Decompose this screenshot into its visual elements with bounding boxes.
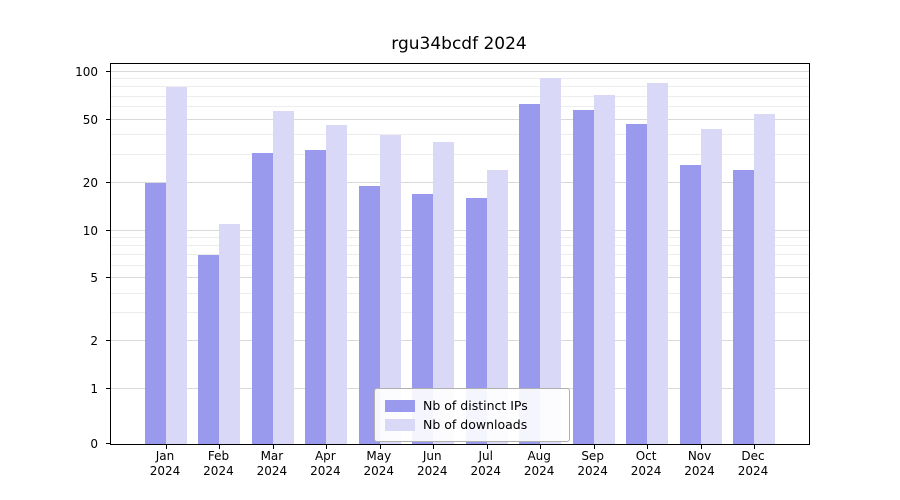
legend: Nb of distinct IPs Nb of downloads xyxy=(374,388,570,442)
x-tick-label-mar: Mar 2024 xyxy=(256,449,288,478)
gridline-minor xyxy=(111,244,809,246)
bar-nb-of-downloads-nov xyxy=(700,128,722,444)
x-tick-mark xyxy=(326,444,328,449)
y-tick-label: 0 xyxy=(90,437,98,451)
bar-nb-of-downloads-may xyxy=(379,135,401,444)
x-tick-mark xyxy=(754,444,755,449)
x-tick-label-sep: Sep 2024 xyxy=(577,449,608,478)
bar-nb-of-distinct-ips-may xyxy=(358,186,380,444)
bar-nb-of-downloads-sep xyxy=(593,94,615,444)
legend-label-downloads: Nb of downloads xyxy=(423,417,528,432)
plot-area: Nb of distinct IPs Nb of downloads xyxy=(106,63,810,449)
legend-swatch-distinct-ips xyxy=(385,399,415,412)
bar-nb-of-distinct-ips-apr xyxy=(305,150,327,444)
gridline-minor xyxy=(111,236,809,238)
bar-nb-of-downloads-aug xyxy=(540,77,562,444)
x-tick-mark xyxy=(219,444,221,449)
x-tick-label-feb: Feb 2024 xyxy=(203,449,234,478)
bar-nb-of-distinct-ips-oct xyxy=(626,123,648,444)
gridline-major xyxy=(111,277,809,279)
x-axis-labels: Jan 2024 Feb 2024 Mar 2024 Apr 2024 May 2024 Jun 20… xyxy=(110,449,808,485)
chart-title: rgu34bcdf 2024 xyxy=(391,34,527,54)
bar-nb-of-distinct-ips-feb xyxy=(198,255,220,444)
x-tick-mark xyxy=(433,444,435,449)
y-tick-mark xyxy=(106,443,111,444)
gridline-minor xyxy=(111,312,809,314)
gridline-minor xyxy=(111,95,809,97)
bar-nb-of-downloads-oct xyxy=(647,83,669,444)
bar-nb-of-downloads-feb xyxy=(219,223,241,444)
x-tick-label-jul: Jul 2024 xyxy=(470,449,501,478)
x-tick-mark xyxy=(379,444,381,449)
gridline-minor xyxy=(111,153,809,155)
x-tick-mark xyxy=(593,444,595,449)
x-tick-label-aug: Aug 2024 xyxy=(523,449,555,478)
gridline-major xyxy=(111,118,809,120)
gridline-major xyxy=(111,229,809,231)
gridline-major xyxy=(111,71,809,72)
y-tick-label: 50 xyxy=(82,112,98,127)
gridline-major xyxy=(111,340,809,342)
x-tick-label-may: May 2024 xyxy=(363,449,395,478)
x-tick-mark xyxy=(486,444,488,449)
bar-nb-of-distinct-ips-jan xyxy=(145,182,166,444)
bar-nb-of-downloads-jul xyxy=(486,170,508,444)
legend-item-downloads: Nb of downloads xyxy=(385,415,559,434)
y-tick-label: 2 xyxy=(90,334,98,349)
legend-item-distinct-ips: Nb of distinct IPs xyxy=(385,396,559,415)
x-tick-label-jun: Jun 2024 xyxy=(416,449,448,478)
gridline-minor xyxy=(111,292,809,294)
x-tick-mark xyxy=(540,444,542,449)
y-tick-mark xyxy=(106,118,111,120)
gridline-minor xyxy=(111,106,809,108)
gridline-minor xyxy=(111,134,809,136)
y-tick-label: 20 xyxy=(82,175,98,190)
y-axis-labels: 0 1 2 5 10 20 50 100 xyxy=(0,63,104,451)
gridline-minor xyxy=(111,254,809,256)
y-tick-mark xyxy=(106,340,111,342)
x-tick-mark xyxy=(272,444,274,449)
x-tick-label-apr: Apr 2024 xyxy=(310,449,341,478)
y-tick-mark xyxy=(106,388,111,389)
gridline-minor xyxy=(111,264,809,266)
bar-nb-of-distinct-ips-jul xyxy=(465,198,487,444)
bar-nb-of-downloads-jan xyxy=(166,87,187,444)
bar-nb-of-distinct-ips-jun xyxy=(412,193,434,444)
bar-nb-of-distinct-ips-dec xyxy=(733,170,754,444)
y-tick-mark xyxy=(106,181,111,183)
y-tick-mark xyxy=(106,229,111,231)
y-tick-label: 100 xyxy=(75,65,98,79)
bar-nb-of-downloads-mar xyxy=(272,110,294,444)
x-tick-label-nov: Nov 2024 xyxy=(684,449,715,478)
x-tick-label-jan: Jan 2024 xyxy=(149,449,181,478)
x-tick-label-dec: Dec 2024 xyxy=(737,449,769,478)
gridline-major xyxy=(111,181,809,183)
legend-swatch-downloads xyxy=(385,418,415,431)
y-tick-label: 5 xyxy=(90,271,98,286)
bar-nb-of-distinct-ips-sep xyxy=(572,109,594,444)
x-tick-label-oct: Oct 2024 xyxy=(630,449,662,478)
y-tick-label: 10 xyxy=(82,223,98,238)
bar-nb-of-downloads-jun xyxy=(433,142,455,444)
x-tick-mark xyxy=(700,444,702,449)
bar-nb-of-distinct-ips-aug xyxy=(519,103,541,444)
bar-nb-of-downloads-apr xyxy=(326,125,348,444)
bar-nb-of-distinct-ips-nov xyxy=(679,164,701,444)
y-tick-mark xyxy=(106,277,111,279)
y-tick-label: 1 xyxy=(90,382,98,396)
gridline-minor xyxy=(111,78,809,80)
x-tick-mark xyxy=(166,444,167,449)
bar-nb-of-distinct-ips-mar xyxy=(251,152,273,444)
bar-nb-of-downloads-dec xyxy=(754,114,775,444)
x-tick-mark xyxy=(647,444,649,449)
gridline-minor xyxy=(111,86,809,88)
legend-label-distinct-ips: Nb of distinct IPs xyxy=(423,398,528,413)
y-tick-mark xyxy=(106,71,111,72)
